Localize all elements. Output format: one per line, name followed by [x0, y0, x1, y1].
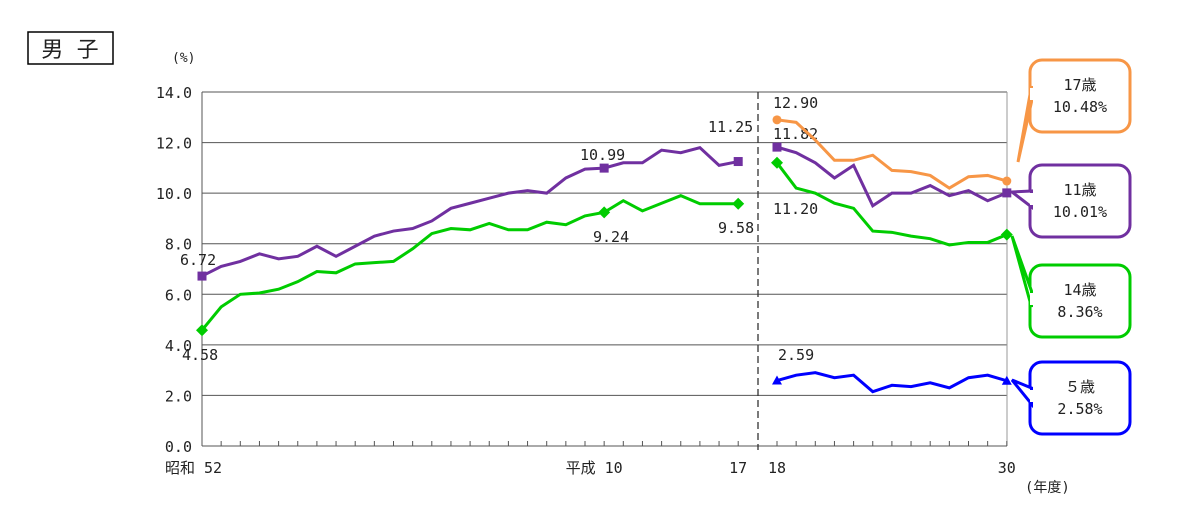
data-point-square	[599, 163, 609, 173]
y-tick-label: 6.0	[165, 286, 192, 304]
data-label: 6.72	[180, 251, 216, 269]
y-tick-label: 0.0	[165, 438, 192, 456]
series-line-17歳	[776, 118, 1008, 190]
y-tick-label: 8.0	[165, 236, 192, 254]
data-point-square	[1002, 188, 1012, 198]
callout-age: 17歳	[1063, 76, 1096, 94]
y-tick-label: 2.0	[165, 387, 192, 405]
series-line-11歳	[776, 145, 1008, 208]
data-label: 10.99	[580, 146, 625, 164]
data-point-circle	[772, 115, 782, 125]
data-label: 11.20	[773, 200, 818, 218]
y-tick-label: 4.0	[165, 337, 192, 355]
title-box	[27, 31, 114, 65]
data-label: 2.59	[778, 346, 814, 364]
callout-age: 11歳	[1063, 181, 1096, 199]
y-tick-label: 12.0	[156, 135, 192, 153]
x-tick-label: 17	[729, 459, 747, 477]
data-point-diamond	[598, 206, 611, 219]
callout-box	[1028, 263, 1132, 339]
callout-age: 14歳	[1063, 281, 1096, 299]
y-tick-label: 10.0	[156, 185, 192, 203]
data-point-circle	[1002, 176, 1012, 186]
data-label: 4.58	[182, 346, 218, 364]
data-point-diamond	[732, 197, 745, 210]
data-label: 9.58	[718, 219, 754, 237]
x-tick-label: 18	[768, 459, 786, 477]
series-line-５歳	[776, 371, 1008, 394]
data-point-triangle	[772, 375, 782, 385]
data-point-square	[197, 271, 207, 281]
callout-value: 8.36%	[1057, 303, 1102, 321]
data-point-square	[733, 157, 743, 167]
callout-box	[1028, 163, 1132, 239]
callout-value: 2.58%	[1057, 400, 1102, 418]
data-label: 12.90	[773, 94, 818, 112]
callout-box	[1028, 58, 1132, 134]
x-tick-label: 昭和 52	[165, 459, 222, 477]
x-tick-label: 30	[998, 459, 1016, 477]
data-point-diamond	[1000, 228, 1013, 241]
x-tick-label: 平成 10	[566, 459, 623, 477]
callout-value: 10.48%	[1053, 98, 1107, 116]
series-line-11歳	[201, 145, 739, 278]
callout-age: ５歳	[1065, 378, 1095, 396]
callout-value: 10.01%	[1053, 203, 1107, 221]
x-axis-label: (年度)	[1025, 480, 1070, 496]
data-point-diamond	[196, 324, 208, 337]
series-line-14歳	[775, 161, 1008, 247]
data-label: 11.82	[773, 125, 818, 143]
data-label: 9.24	[593, 228, 629, 246]
callout-pointer	[1010, 235, 1033, 308]
y-tick-label: 14.0	[156, 84, 192, 102]
data-point-square	[772, 142, 782, 152]
chart-title: 男 子	[41, 38, 98, 63]
y-axis-label: (%)	[172, 51, 195, 66]
callout-pointer	[1007, 189, 1033, 211]
data-point-triangle	[1001, 375, 1012, 385]
data-label: 11.25	[708, 118, 753, 136]
callout-box	[1028, 360, 1132, 436]
data-point-diamond	[771, 156, 783, 169]
series-line-14歳	[200, 194, 739, 332]
